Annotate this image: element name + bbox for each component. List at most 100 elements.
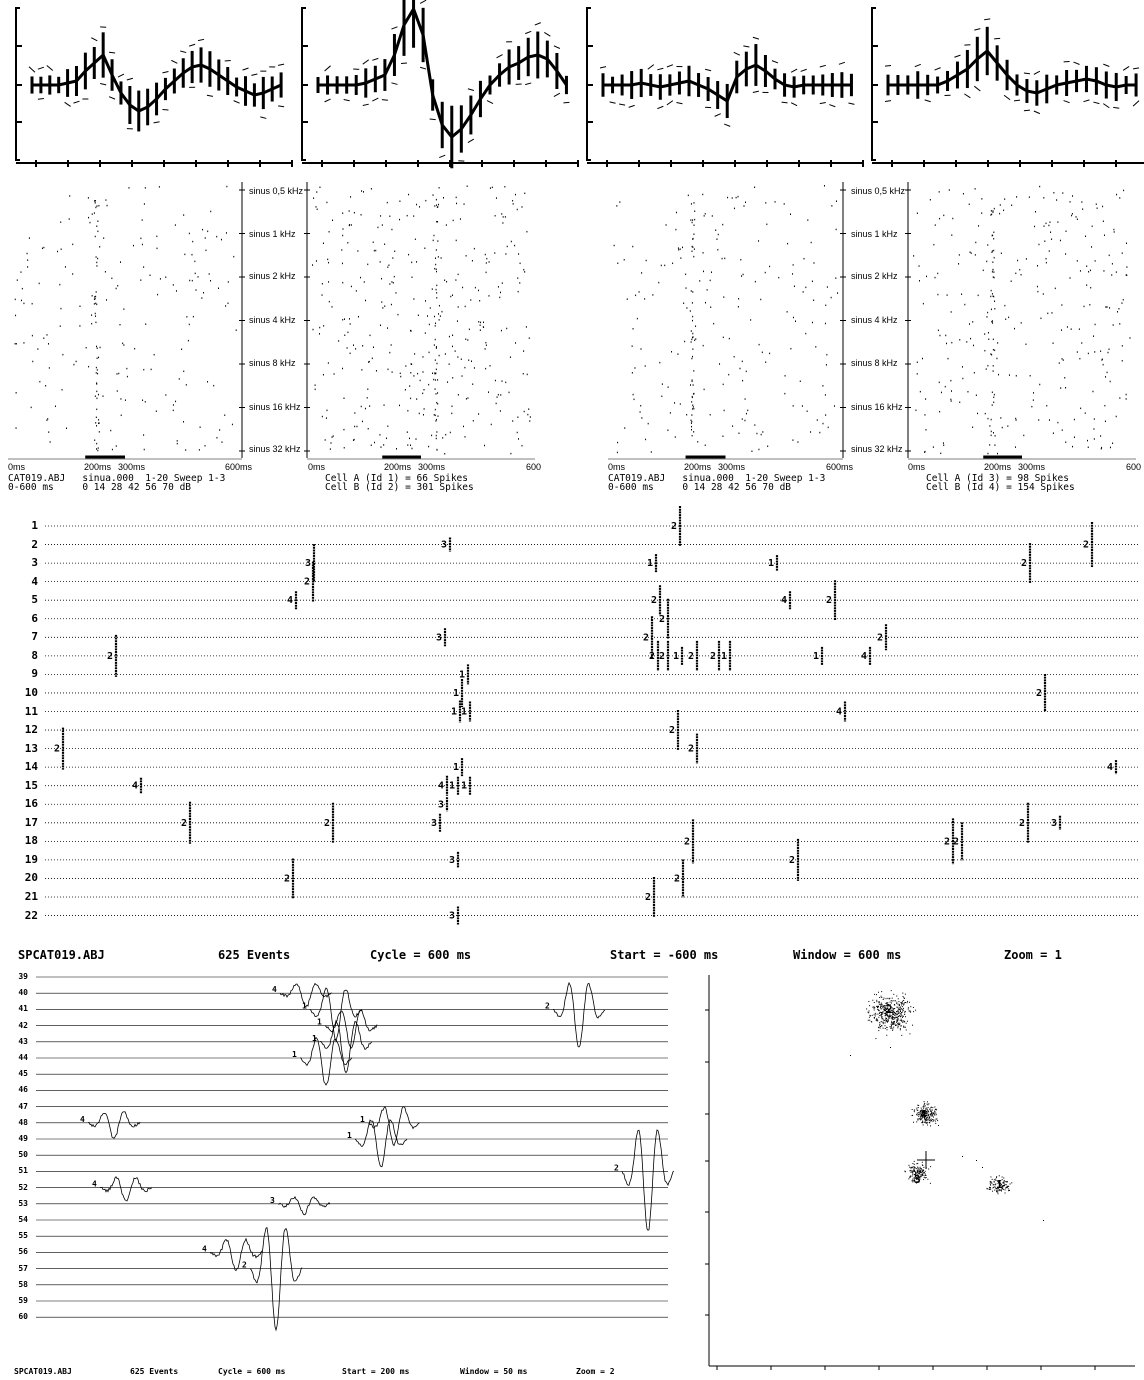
spike-event[interactable]: 4 — [438, 776, 447, 796]
spike-waveform[interactable]: 1 — [312, 1021, 372, 1073]
svg-text:1: 1 — [461, 781, 467, 792]
spike-event[interactable]: 2 — [669, 710, 678, 750]
cluster-scatter-plot[interactable] — [700, 960, 1140, 1380]
spike-event[interactable]: 1 — [813, 647, 822, 665]
svg-text:1: 1 — [317, 1018, 322, 1027]
freq-label: sinus 4 kHz — [249, 315, 296, 325]
spike-event[interactable]: 4 — [861, 647, 870, 665]
cell-info-line: Cell B (Id 4) = 154 Spikes — [926, 483, 1075, 493]
spike-waveform[interactable]: 2 — [614, 1130, 674, 1230]
spike-event[interactable]: 2 — [1083, 522, 1092, 567]
freq-label: sinus 1 kHz — [249, 229, 296, 239]
svg-text:2: 2 — [710, 651, 716, 662]
svg-text:2: 2 — [643, 632, 649, 643]
status-start: Start = 200 ms — [342, 1367, 409, 1376]
freq-label: sinus 0,5 kHz — [851, 186, 905, 196]
spike-event[interactable]: 2 — [688, 734, 697, 764]
spike-event[interactable]: 2 — [877, 624, 886, 650]
spike-event[interactable]: 4 — [781, 591, 790, 609]
spike-event[interactable]: 2 — [324, 803, 333, 843]
spike-event[interactable]: 2 — [789, 839, 798, 881]
spike-waveform[interactable]: 3 — [270, 1196, 330, 1215]
svg-text:3: 3 — [431, 818, 437, 829]
spike-event[interactable]: 1 — [453, 758, 462, 776]
spike-event[interactable]: 3 — [441, 538, 450, 552]
spike-waveform[interactable]: 2 — [242, 1228, 302, 1330]
spike-event[interactable]: 3 — [438, 797, 447, 811]
time-label: 200ms — [684, 462, 711, 472]
spike-waveform[interactable]: 4 — [202, 1239, 262, 1271]
svg-text:1: 1 — [347, 1131, 352, 1140]
spike-event[interactable]: 1 — [673, 647, 682, 665]
freq-label: sinus 32 kHz — [249, 444, 301, 454]
spike-event[interactable]: 2 — [649, 641, 658, 671]
time-label: 200ms — [384, 462, 411, 472]
spike-event[interactable]: 2 — [1021, 543, 1030, 583]
status-events: 625 Events — [130, 1367, 178, 1376]
spike-event[interactable]: 2 — [54, 728, 63, 770]
spike-event[interactable]: 1 — [721, 641, 730, 671]
svg-text:2: 2 — [304, 577, 310, 588]
freq-label: sinus 1 kHz — [851, 229, 898, 239]
spike-event[interactable]: 2 — [688, 641, 697, 671]
svg-text:4: 4 — [781, 595, 787, 606]
svg-text:4: 4 — [287, 595, 293, 606]
svg-text:2: 2 — [953, 836, 959, 847]
svg-text:2: 2 — [688, 744, 694, 755]
svg-text:2: 2 — [789, 855, 795, 866]
spike-waveform[interactable]: 1 — [347, 1120, 407, 1167]
raster-panel — [608, 182, 846, 459]
spike-event[interactable]: 2 — [684, 819, 693, 863]
spike-event[interactable]: 1 — [453, 679, 462, 707]
spike-event[interactable]: 2 — [651, 585, 660, 615]
spike-event[interactable]: 2 — [181, 802, 190, 844]
spike-waveform[interactable]: 2 — [545, 983, 605, 1047]
freq-label: sinus 4 kHz — [851, 315, 898, 325]
freq-label: sinus 16 kHz — [249, 402, 301, 412]
spike-event[interactable]: 3 — [436, 628, 445, 646]
svg-text:2: 2 — [877, 632, 883, 643]
time-label: 300ms — [418, 462, 445, 472]
cluster-label: 1 — [996, 1178, 1003, 1191]
svg-text:2: 2 — [1019, 818, 1025, 829]
svg-text:2: 2 — [1036, 688, 1042, 699]
cluster-label: 2 — [886, 1003, 893, 1016]
svg-text:3: 3 — [1051, 818, 1057, 829]
spike-waveform[interactable]: 1 — [317, 1010, 377, 1048]
freq-label: sinus 32 kHz — [851, 444, 903, 454]
time-label: 0ms — [308, 462, 325, 472]
spike-waveform[interactable]: 1 — [292, 1038, 352, 1085]
raster-plots — [0, 0, 1144, 470]
spike-waveform[interactable]: 1 — [360, 1107, 420, 1146]
spike-event[interactable]: 3 — [1051, 816, 1060, 830]
spike-event[interactable]: 4 — [132, 778, 141, 794]
spike-event[interactable]: 2 — [645, 877, 654, 917]
svg-text:2: 2 — [659, 651, 665, 662]
spike-event[interactable]: 1 — [459, 664, 468, 684]
time-label: 600ms — [826, 462, 853, 472]
svg-text:4: 4 — [861, 651, 867, 662]
spike-event[interactable]: 1 — [768, 555, 777, 571]
time-label: 200ms — [984, 462, 1011, 472]
spike-event[interactable]: 4 — [1107, 760, 1116, 774]
raster-panel — [905, 182, 1136, 459]
svg-text:3: 3 — [436, 632, 442, 643]
svg-text:1: 1 — [673, 651, 679, 662]
svg-text:1: 1 — [461, 707, 467, 718]
time-label: 600 — [526, 462, 541, 472]
svg-text:3: 3 — [449, 855, 455, 866]
spike-waveform[interactable]: 4 — [80, 1112, 140, 1139]
svg-text:3: 3 — [438, 799, 444, 810]
spike-event[interactable]: 2 — [1036, 674, 1045, 712]
svg-text:4: 4 — [272, 985, 277, 994]
svg-text:1: 1 — [451, 707, 457, 718]
raster-panel — [304, 182, 535, 459]
svg-text:4: 4 — [1107, 762, 1113, 773]
spike-event[interactable]: 2 — [826, 580, 835, 620]
spike-waveform[interactable]: 4 — [92, 1177, 152, 1201]
spike-event[interactable]: 1 — [451, 701, 460, 723]
svg-text:3: 3 — [449, 911, 455, 922]
crosshair-cursor[interactable] — [917, 1151, 935, 1169]
time-label: 0ms — [908, 462, 925, 472]
